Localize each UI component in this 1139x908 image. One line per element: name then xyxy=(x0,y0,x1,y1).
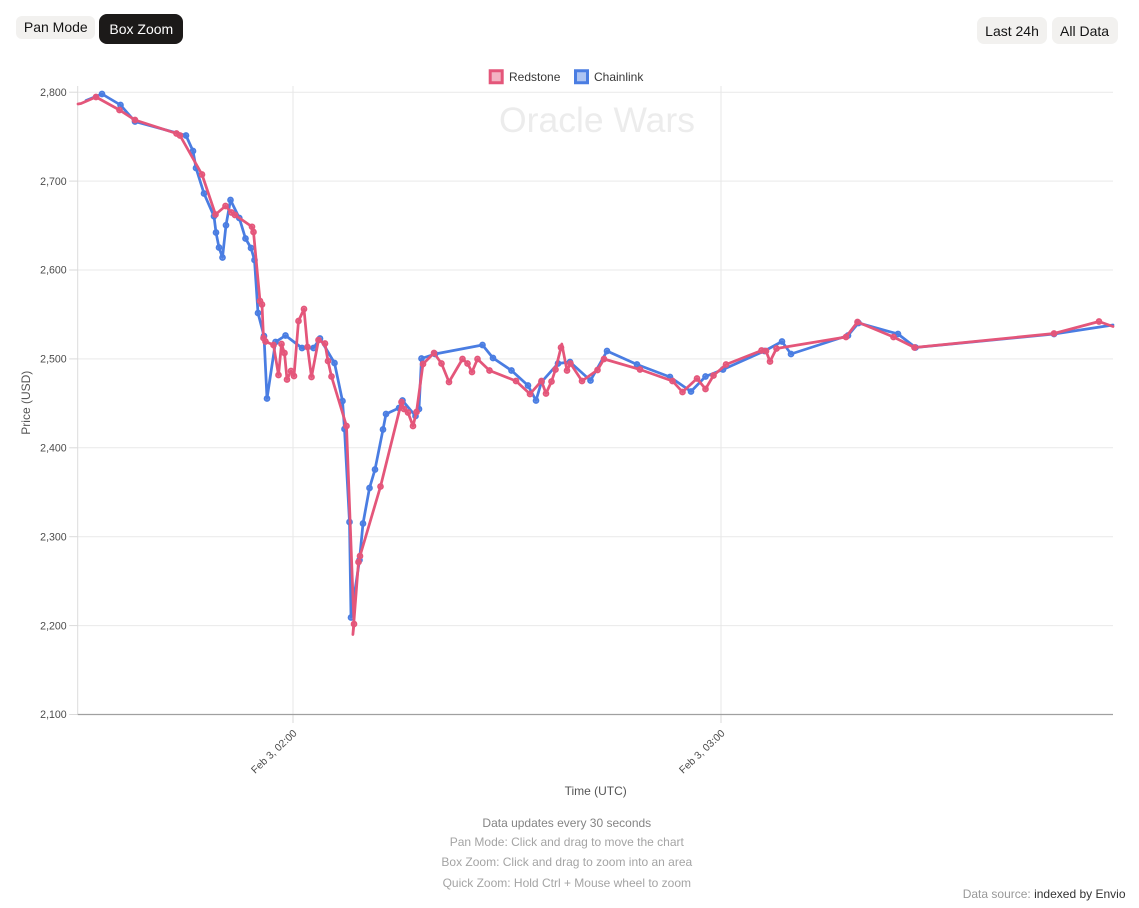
svg-text:2,400: 2,400 xyxy=(40,443,67,455)
svg-text:Redstone: Redstone xyxy=(509,70,561,84)
svg-text:2,100: 2,100 xyxy=(40,709,67,721)
svg-text:2,200: 2,200 xyxy=(40,620,67,632)
svg-text:2,800: 2,800 xyxy=(40,87,67,99)
svg-text:Feb 3, 02:00: Feb 3, 02:00 xyxy=(250,728,300,776)
svg-text:2,600: 2,600 xyxy=(40,265,67,277)
svg-text:Oracle Wars: Oracle Wars xyxy=(499,100,695,140)
svg-text:2,300: 2,300 xyxy=(40,531,67,543)
svg-text:Price (USD): Price (USD) xyxy=(19,371,33,435)
svg-text:Feb 3, 03:00: Feb 3, 03:00 xyxy=(678,728,728,776)
svg-text:2,700: 2,700 xyxy=(40,176,67,188)
svg-text:2,500: 2,500 xyxy=(40,354,67,366)
svg-text:Chainlink: Chainlink xyxy=(594,70,644,84)
